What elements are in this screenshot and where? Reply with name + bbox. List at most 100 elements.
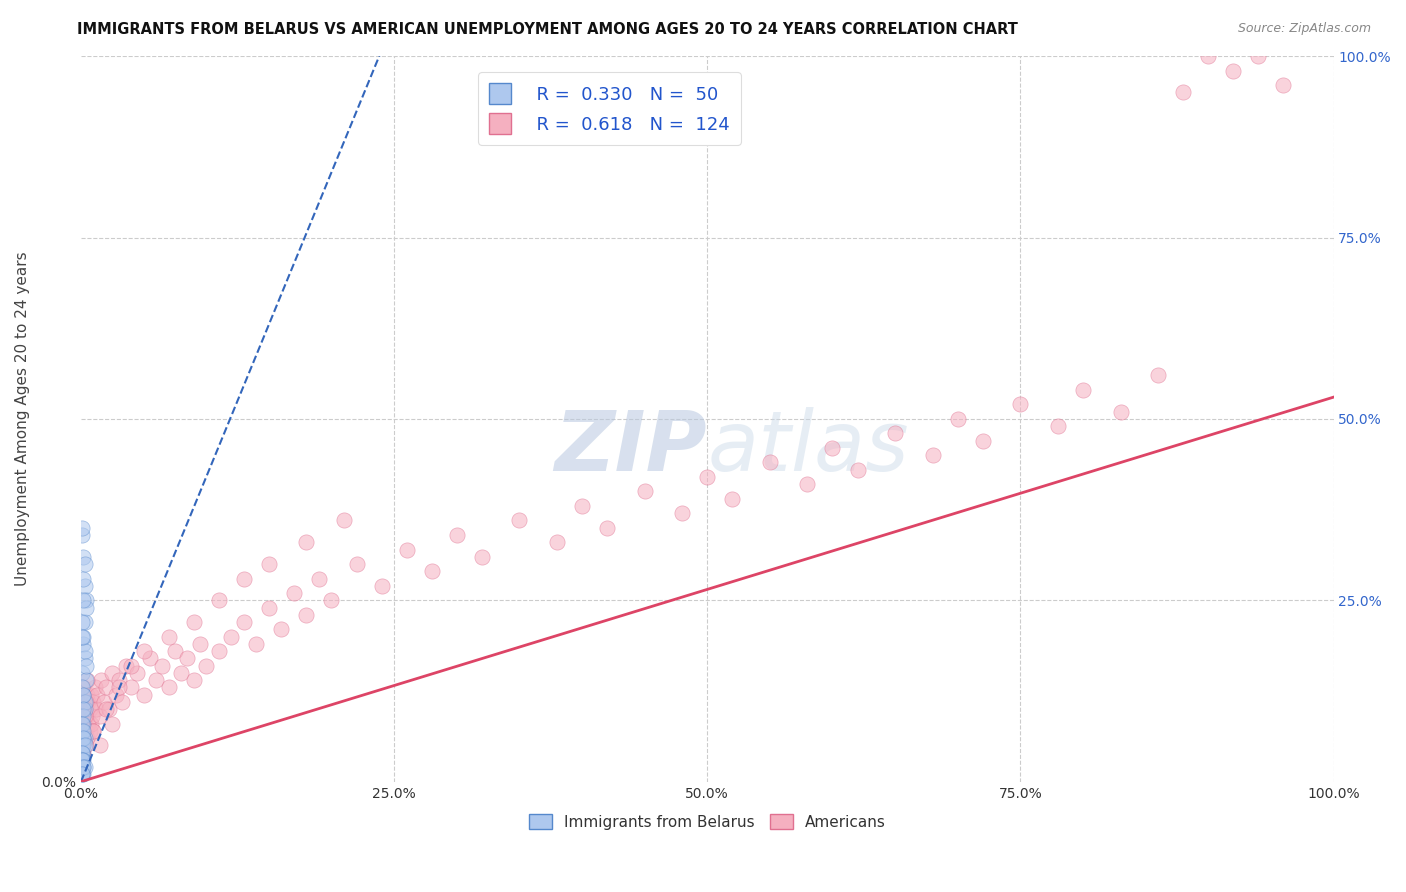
Point (72, 716, 94, 731)
Point (76, 731, 98, 745)
Point (72, 630, 94, 644)
Point (70, 723, 93, 738)
Point (76, 688, 98, 702)
Point (73, 739, 96, 753)
Point (111, 695, 134, 709)
Point (1109, 405, 1132, 419)
Point (76, 673, 98, 687)
Point (420, 564, 443, 578)
Point (79, 723, 101, 738)
Point (73, 615, 96, 629)
Point (89, 709, 111, 723)
Point (70, 746, 93, 760)
Point (546, 535, 568, 549)
Text: atlas: atlas (707, 408, 908, 489)
Point (73, 644, 96, 658)
Point (232, 572, 254, 586)
Point (107, 681, 129, 695)
Point (232, 615, 254, 629)
Point (82, 723, 104, 738)
Point (1197, 49, 1219, 63)
Point (79, 702, 101, 716)
Point (73, 731, 96, 745)
Point (72, 731, 94, 745)
Point (70, 688, 93, 702)
Point (86, 688, 108, 702)
Point (163, 644, 186, 658)
Point (72, 731, 94, 745)
Point (75, 600, 97, 615)
Point (72, 681, 94, 695)
Point (596, 521, 619, 535)
Point (370, 579, 392, 593)
Point (759, 455, 782, 469)
Point (346, 557, 368, 571)
Point (72, 593, 94, 607)
Point (75, 695, 97, 709)
Point (72, 637, 94, 651)
Point (72, 760, 94, 774)
Point (188, 637, 211, 651)
Point (1046, 419, 1069, 434)
Point (72, 731, 94, 745)
Point (80, 716, 103, 731)
Point (1071, 383, 1094, 397)
Point (70, 723, 93, 738)
Point (157, 630, 180, 644)
Point (77, 716, 100, 731)
Point (72, 695, 94, 709)
Point (846, 463, 869, 477)
Point (76, 709, 98, 723)
Point (73, 760, 96, 774)
Point (1222, 63, 1244, 78)
Point (219, 630, 242, 644)
Point (115, 658, 138, 673)
Point (72, 688, 94, 702)
Point (183, 673, 205, 687)
Point (70, 767, 93, 781)
Point (308, 572, 330, 586)
Point (208, 593, 231, 607)
Point (83, 681, 105, 695)
Point (72, 739, 94, 753)
Point (73, 731, 96, 745)
Point (176, 651, 198, 665)
Point (70, 702, 93, 716)
Point (120, 681, 142, 695)
Text: IMMIGRANTS FROM BELARUS VS AMERICAN UNEMPLOYMENT AMONG AGES 20 TO 24 YEARS CORRE: IMMIGRANTS FROM BELARUS VS AMERICAN UNEM… (77, 22, 1018, 37)
Point (77, 695, 100, 709)
Point (208, 644, 231, 658)
Point (89, 739, 111, 753)
Point (72, 709, 94, 723)
Point (671, 506, 693, 520)
Point (132, 644, 155, 658)
Point (72, 723, 94, 738)
Point (70, 753, 93, 767)
Point (72, 688, 94, 702)
Y-axis label: Unemployment Among Ages 20 to 24 years: Unemployment Among Ages 20 to 24 years (15, 252, 30, 586)
Point (70, 746, 93, 760)
Point (73, 709, 96, 723)
Point (75, 593, 97, 607)
Point (73, 695, 96, 709)
Point (80, 688, 103, 702)
Point (70, 753, 93, 767)
Point (73, 651, 96, 665)
Point (245, 637, 267, 651)
Point (75, 673, 97, 687)
Point (150, 658, 173, 673)
Point (295, 535, 318, 549)
Point (82, 723, 104, 738)
Point (70, 746, 93, 760)
Point (1247, 49, 1270, 63)
Point (70, 521, 93, 535)
Point (72, 767, 94, 781)
Text: ZIP: ZIP (554, 408, 707, 489)
Point (195, 658, 218, 673)
Point (1173, 86, 1195, 100)
Point (107, 673, 129, 687)
Point (70, 716, 93, 731)
Point (1010, 397, 1032, 411)
Point (72, 731, 94, 745)
Point (471, 549, 494, 564)
